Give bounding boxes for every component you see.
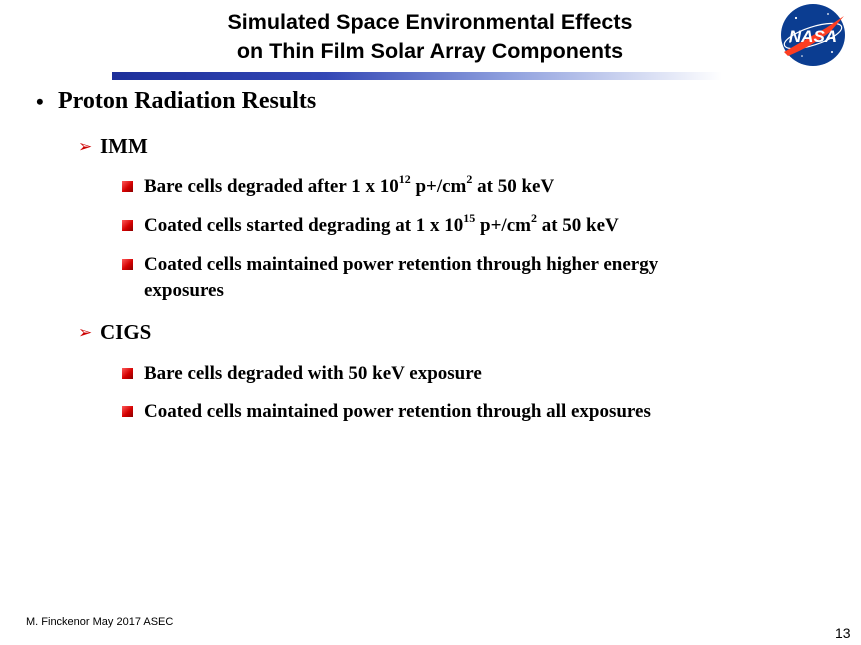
slide-title: Simulated Space Environmental Effects on… [120,8,740,66]
nasa-logo-text: NASA [789,27,837,46]
footer-credit: M. Finckenor May 2017 ASEC [26,616,174,628]
list-item-text: Coated cells maintained power retention … [144,254,659,301]
square-bullet-icon [122,259,133,270]
list-item-text: Bare cells degraded with 50 keV exposure [144,363,482,384]
list-item: Coated cells maintained power retention … [122,252,762,304]
title-line-1: Simulated Space Environmental Effects [227,10,633,34]
square-bullet-icon [122,220,133,231]
square-bullet-icon [122,406,133,417]
group-label: CIGS [100,320,152,344]
list-item-text: Coated cells started degrading at 1 x 10… [144,210,619,236]
arrow-bullet-icon: ➢ [78,136,93,157]
bullet-dot-icon: • [36,88,44,114]
list-item: Bare cells degraded after 1 x 1012 p+/cm… [122,171,762,200]
group-imm: ➢ IMM [78,134,148,159]
section-heading: Proton Radiation Results [58,88,317,114]
arrow-bullet-icon: ➢ [78,322,93,343]
list-item: Coated cells maintained power retention … [122,399,762,425]
list-item: Bare cells degraded with 50 keV exposure [122,361,762,387]
nasa-logo: NASA [781,4,845,66]
group-label: IMM [100,134,148,158]
square-bullet-icon [122,368,133,379]
heading-bullet: • Proton Radiation Results [36,88,316,115]
title-line-2: on Thin Film Solar Array Components [236,39,624,63]
list-item-text: Coated cells maintained power retention … [144,401,651,422]
list-item-text: Bare cells degraded after 1 x 1012 p+/cm… [144,171,555,197]
group-cigs: ➢ CIGS [78,320,151,345]
title-underline-bar [112,72,722,80]
page-number: 13 [835,625,851,641]
square-bullet-icon [122,181,133,192]
list-item: Coated cells started degrading at 1 x 10… [122,210,762,239]
